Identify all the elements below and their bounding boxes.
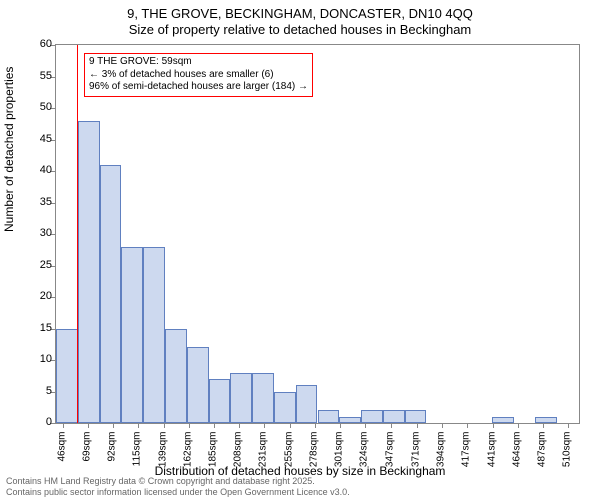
footer-line1: Contains HM Land Registry data © Crown c…: [6, 476, 350, 487]
x-tick-mark: [543, 423, 544, 428]
annotation-line1: 9 THE GROVE: 59sqm: [89, 56, 308, 69]
histogram-bar: [405, 410, 427, 423]
y-tick-label: 50: [22, 101, 52, 113]
histogram-bar: [339, 417, 361, 423]
y-tick-label: 15: [22, 322, 52, 334]
histogram-bar: [296, 385, 318, 423]
chart-title-line2: Size of property relative to detached ho…: [0, 22, 600, 37]
x-tick-mark: [340, 423, 341, 428]
histogram-bar: [492, 417, 514, 423]
x-tick-mark: [189, 423, 190, 428]
histogram-bar: [187, 347, 209, 423]
x-tick-mark: [442, 423, 443, 428]
x-tick-mark: [164, 423, 165, 428]
y-tick-label: 5: [22, 385, 52, 397]
chart-container: 9, THE GROVE, BECKINGHAM, DONCASTER, DN1…: [0, 0, 600, 500]
x-tick-mark: [365, 423, 366, 428]
histogram-bar: [318, 410, 340, 423]
annotation-line3: 96% of semi-detached houses are larger (…: [89, 81, 308, 94]
chart-title-line1: 9, THE GROVE, BECKINGHAM, DONCASTER, DN1…: [0, 6, 600, 21]
x-tick-mark: [467, 423, 468, 428]
property-marker-line: [77, 45, 78, 423]
x-tick-mark: [417, 423, 418, 428]
x-tick-mark: [63, 423, 64, 428]
y-tick-label: 55: [22, 70, 52, 82]
x-tick-mark: [138, 423, 139, 428]
x-tick-mark: [264, 423, 265, 428]
y-tick-label: 0: [22, 416, 52, 428]
x-tick-mark: [518, 423, 519, 428]
histogram-bar: [78, 121, 100, 423]
histogram-bar: [100, 165, 122, 423]
annotation-line2: ← 3% of detached houses are smaller (6): [89, 69, 308, 82]
x-tick-mark: [239, 423, 240, 428]
footer-attribution: Contains HM Land Registry data © Crown c…: [6, 476, 350, 498]
footer-line2: Contains public sector information licen…: [6, 487, 350, 498]
histogram-bar: [165, 329, 187, 424]
y-tick-label: 10: [22, 353, 52, 365]
histogram-bar: [252, 373, 274, 423]
x-tick-mark: [493, 423, 494, 428]
y-tick-label: 60: [22, 38, 52, 50]
histogram-bar: [230, 373, 252, 423]
x-tick-mark: [568, 423, 569, 428]
y-tick-label: 35: [22, 196, 52, 208]
y-axis-label: Number of detached properties: [2, 67, 16, 232]
x-tick-mark: [290, 423, 291, 428]
y-tick-label: 25: [22, 259, 52, 271]
histogram-bar: [383, 410, 405, 423]
y-tick-label: 40: [22, 164, 52, 176]
annotation-box: 9 THE GROVE: 59sqm← 3% of detached house…: [84, 53, 313, 97]
y-tick-label: 30: [22, 227, 52, 239]
histogram-bar: [361, 410, 383, 423]
histogram-bar: [143, 247, 165, 423]
y-tick-label: 45: [22, 133, 52, 145]
x-tick-mark: [113, 423, 114, 428]
x-tick-mark: [391, 423, 392, 428]
plot-area: 9 THE GROVE: 59sqm← 3% of detached house…: [55, 44, 580, 424]
x-tick-mark: [214, 423, 215, 428]
histogram-bar: [56, 329, 78, 424]
histogram-bar: [274, 392, 296, 424]
x-tick-mark: [315, 423, 316, 428]
x-tick-mark: [88, 423, 89, 428]
y-tick-label: 20: [22, 290, 52, 302]
histogram-bar: [209, 379, 231, 423]
histogram-bar: [535, 417, 557, 423]
histogram-bar: [121, 247, 143, 423]
